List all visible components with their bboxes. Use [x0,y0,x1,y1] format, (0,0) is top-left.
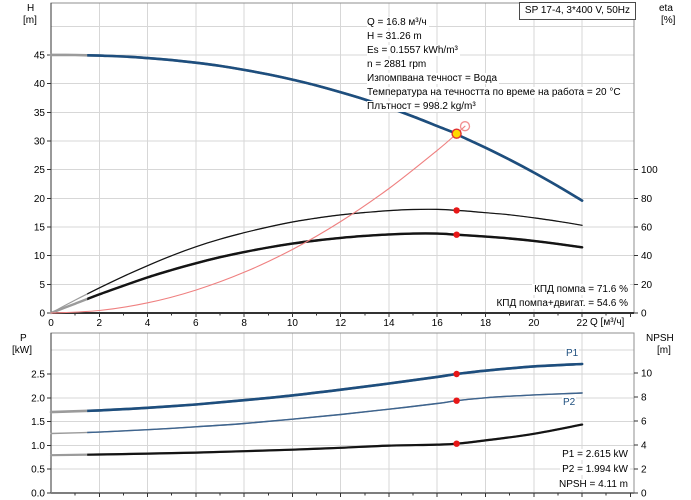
svg-text:45: 45 [34,50,46,61]
svg-text:60: 60 [641,222,653,233]
p1-result-label: P1 = 2.615 kW [560,449,630,460]
top-chart: 0 2 4 6 8 10 12 14 16 18 20 22 0 5 10 15 20 25 30 35 40 45 0 20… [34,2,658,329]
overall-efficiency-label: КПД помпа+двигат. = 54.6 % [494,298,630,309]
system-end-point [459,121,471,132]
curve-p1 [87,362,584,413]
npsh-point [453,440,460,447]
svg-text:16: 16 [432,318,444,329]
svg-text:6: 6 [641,417,647,428]
svg-text:10: 10 [641,369,653,380]
top-chart-ticks [47,54,638,317]
svg-text:2: 2 [96,318,102,329]
bottom-chart-grid [51,333,634,493]
svg-text:0: 0 [641,489,647,500]
svg-text:8: 8 [641,393,647,404]
svg-text:80: 80 [641,194,653,205]
svg-text:8: 8 [241,318,247,329]
pump-efficiency-point [453,207,460,214]
p-axis-unit: [kW] [12,345,32,356]
pump-model-title: SP 17-4, 3*400 V, 50Hz [518,2,636,20]
curve-npsh [87,423,584,456]
p1-curve-label: P1 [565,348,580,359]
info-flow: Q = 16.8 м³/ч [367,17,429,28]
svg-text:0: 0 [641,309,647,320]
bottom-chart-tick-labels: 0.0 0.5 1.0 1.5 2.0 2.5 0 2 4 6 8 10 [31,369,652,500]
svg-text:12: 12 [335,318,347,329]
efficiency-labels-block: КПД помпа = 71.6 % КПД помпа+двигат. = 5… [494,283,630,311]
result-labels-block: P1 = 2.615 kW P2 = 1.994 kW NPSH = 4.11 … [556,447,630,492]
svg-text:6: 6 [193,318,199,329]
npsh-axis-unit: [m] [657,345,671,356]
bottom-chart-markers [453,370,460,447]
svg-text:20: 20 [528,318,540,329]
eta-axis-label: eta [659,3,673,14]
svg-text:1.0: 1.0 [31,441,45,452]
h-axis-label: H [27,3,35,14]
svg-text:10: 10 [34,251,46,262]
info-temperature: Температура на течността по време на раб… [367,87,623,98]
p2-result-label: P2 = 1.994 kW [560,464,630,475]
operating-data-block: Q = 16.8 м³/ч H = 31.26 m Es = 0.1557 kW… [367,16,623,114]
svg-text:25: 25 [34,165,46,176]
duty-point [451,128,462,139]
pump-efficiency-label: КПД помпа = 71.6 % [532,284,630,295]
npsh-axis-label: NPSH [646,333,674,344]
info-speed: n = 2881 rpm [367,59,429,70]
curve-p1-minflow [49,362,584,414]
curve-p2-minflow [50,392,583,435]
svg-text:0: 0 [48,318,54,329]
top-chart-tick-labels: 0 2 4 6 8 10 12 14 16 18 20 22 0 5 10 15 20 25 30 35 40 45 0 20… [34,50,658,329]
svg-text:1.5: 1.5 [31,417,45,428]
bottom-chart-ticks [47,372,638,497]
svg-text:0: 0 [39,309,45,320]
svg-text:10: 10 [287,318,299,329]
overall-efficiency-point [453,231,460,238]
svg-text:18: 18 [480,318,492,329]
curve-pump-efficiency [87,208,583,295]
eta-axis-unit: [%] [661,15,676,26]
curve-head [87,53,584,202]
curve-npsh-minflow [49,423,584,457]
p2-point [453,397,460,404]
npsh-result-label: NPSH = 4.11 m [556,479,630,490]
info-liquid: Изпомпвана течност = Вода [367,73,500,84]
info-density: Плътност = 998.2 kg/m³ [367,101,478,112]
curve-system-curve [50,125,466,314]
top-chart-grid [51,3,634,313]
svg-text:5: 5 [39,280,45,291]
curve-overall-efficiency [87,232,584,301]
svg-text:30: 30 [34,136,46,147]
h-axis-unit: [m] [23,15,37,26]
svg-text:20: 20 [34,194,46,205]
svg-text:15: 15 [34,222,46,233]
svg-text:14: 14 [383,318,395,329]
top-chart-curves [49,53,584,315]
bottom-chart: 0.0 0.5 1.0 1.5 2.0 2.5 0 2 4 6 8 10 [31,332,653,500]
curve-p2 [87,392,583,434]
svg-text:2: 2 [641,465,647,476]
q-axis-label: Q [м³/ч] [590,317,625,328]
svg-text:2.5: 2.5 [31,370,45,381]
svg-text:4: 4 [145,318,151,329]
svg-text:2.0: 2.0 [31,393,45,404]
info-energy: Es = 0.1557 kWh/m³ [367,45,460,56]
svg-text:22: 22 [577,318,589,329]
svg-text:40: 40 [34,79,46,90]
top-chart-markers [451,121,471,238]
svg-text:4: 4 [641,441,647,452]
p-axis-label: P [20,333,27,344]
svg-text:100: 100 [641,165,658,176]
p1-point [453,370,460,378]
svg-text:20: 20 [641,280,653,291]
bottom-chart-curves [49,362,584,457]
svg-text:0.5: 0.5 [31,465,45,476]
svg-text:35: 35 [34,108,46,119]
p2-curve-label: P2 [562,397,577,408]
svg-text:40: 40 [641,251,653,262]
svg-text:0.0: 0.0 [31,489,45,500]
info-head: H = 31.26 m [367,31,424,42]
